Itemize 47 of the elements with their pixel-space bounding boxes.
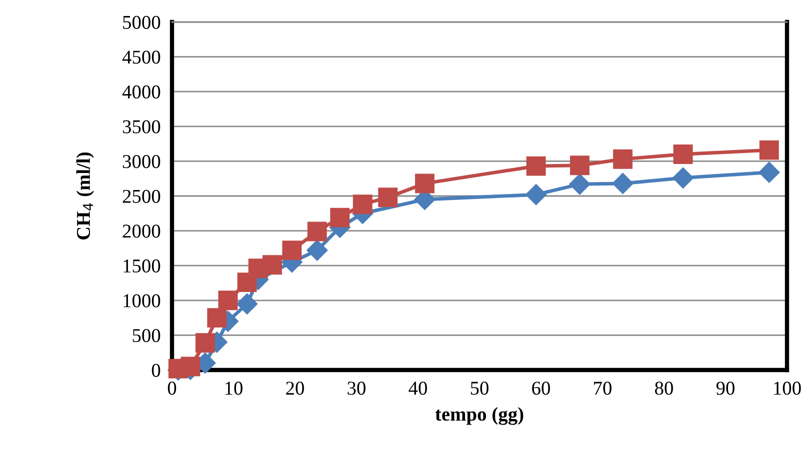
y-tick-label: 5000	[123, 16, 160, 29]
point	[758, 162, 780, 183]
point	[180, 356, 200, 376]
x-tick-label: 80	[655, 382, 673, 395]
point	[415, 174, 434, 194]
x-tick-label: 70	[594, 382, 612, 395]
y-tick-label: 3500	[122, 120, 160, 134]
point	[195, 333, 215, 353]
point	[759, 140, 779, 160]
point	[306, 240, 328, 261]
point	[673, 144, 693, 164]
y-tick-label: 2500	[122, 190, 160, 203]
y-tick-label: 2000	[122, 224, 160, 238]
y-tick-label: 1000	[124, 294, 160, 308]
x-tick-label: 60	[532, 382, 550, 395]
x-axis-title: tempo (gg)	[435, 407, 524, 425]
point	[613, 149, 633, 169]
x-tick-label: 0	[168, 382, 176, 395]
point	[236, 293, 258, 314]
point	[569, 174, 590, 195]
x-tick-label: 30	[348, 382, 366, 395]
y-tick-label: 500	[132, 329, 160, 342]
point	[526, 156, 546, 176]
x-tick-label: 90	[716, 382, 734, 395]
point	[207, 308, 227, 328]
y-tick-label: 1500	[124, 259, 160, 273]
point	[378, 188, 398, 208]
y-tick-label: 4500	[122, 50, 160, 64]
x-tick-label: 40	[408, 382, 427, 395]
point	[330, 208, 350, 228]
x-tick-label: 20	[286, 382, 304, 395]
y-tick-label: 0	[152, 364, 160, 377]
point	[352, 194, 372, 214]
point	[218, 290, 238, 310]
y-axis-title: CH$_{4}$ (ml/l)	[76, 152, 94, 240]
x-tick-label: 10	[225, 382, 242, 395]
point	[672, 167, 694, 188]
y-tick-label: 3000	[122, 155, 160, 168]
point	[526, 184, 547, 206]
y-tick-label: 4000	[122, 85, 160, 99]
point	[612, 172, 634, 194]
point	[570, 156, 590, 176]
x-tick-label: 50	[470, 382, 488, 395]
x-tick-label: 100	[774, 382, 801, 395]
point	[307, 222, 327, 242]
point	[282, 240, 302, 260]
point	[262, 255, 282, 275]
